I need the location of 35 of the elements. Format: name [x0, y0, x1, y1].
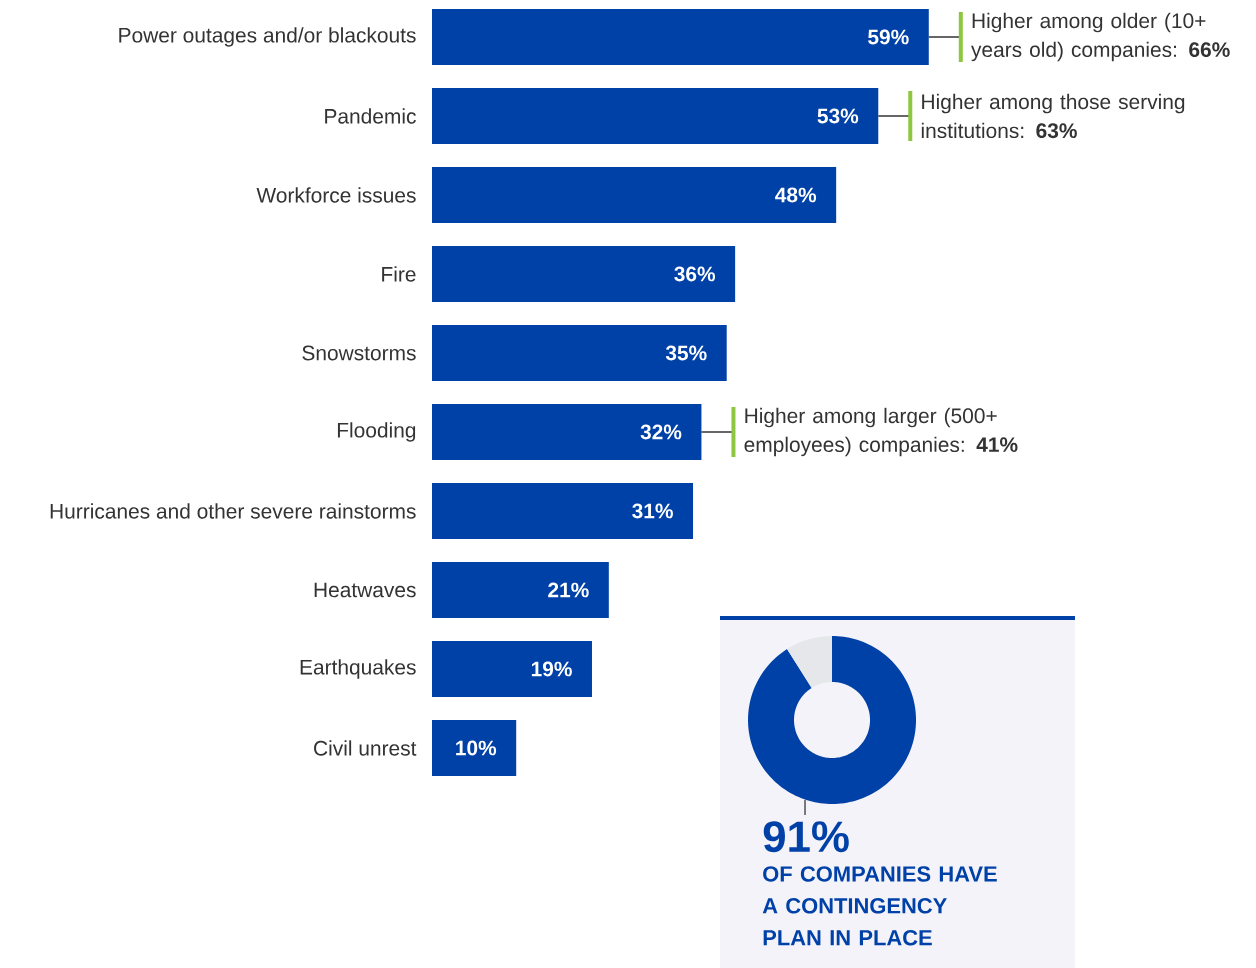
data-label: 59%	[868, 29, 909, 45]
bar	[432, 640, 592, 697]
data-label: 35%	[665, 345, 707, 361]
y-tick-label: Workforce issues	[256, 187, 416, 203]
data-label: 48%	[775, 187, 817, 203]
text: OF COMPANIES HAVE A CONTINGENCY PLAN IN PLACE	[762, 866, 997, 946]
data-label: 19%	[531, 661, 572, 677]
bar	[432, 324, 727, 381]
bar	[432, 167, 837, 223]
y-tick-label: Snowstorms	[302, 345, 416, 361]
bar	[432, 9, 929, 65]
bar	[432, 403, 702, 460]
annotation: Higher among larger (500+ employees) companies: 41%	[744, 407, 1018, 457]
y-tick-label: Flooding	[337, 422, 416, 442]
y-tick-label: Earthquakes	[300, 659, 416, 679]
data-label: 53%	[817, 108, 859, 124]
data-label: 21%	[548, 582, 589, 598]
bar	[432, 482, 694, 539]
annotation: Higher among those serving institutions: 63%	[921, 93, 1185, 139]
bar	[432, 88, 879, 144]
data-label: 10%	[456, 740, 497, 756]
y-tick-label: Power outages and/or blackouts	[119, 27, 416, 47]
y-tick-label: Civil unrest	[314, 740, 417, 756]
y-tick-label: Pandemic	[325, 108, 416, 124]
data-label: 31%	[632, 503, 673, 519]
annotation: Higher among older (10+ years old) companies: 66%	[971, 12, 1230, 62]
y-tick-label: Fire	[382, 266, 416, 282]
data-label: 32%	[640, 424, 682, 440]
bar	[432, 719, 517, 776]
y-tick-label: Hurricanes and other severe rainstorms	[50, 503, 416, 519]
y-tick-label: Heatwaves	[314, 582, 416, 598]
data-label: 91%	[763, 821, 849, 853]
bar	[432, 561, 609, 618]
bar	[432, 245, 736, 302]
data-label: 36%	[674, 266, 716, 282]
